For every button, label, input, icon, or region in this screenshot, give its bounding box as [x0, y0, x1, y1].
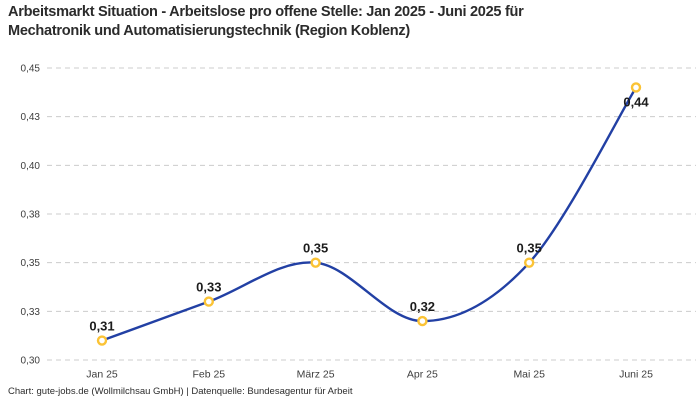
- x-axis-label: Jan 25: [86, 369, 118, 381]
- data-point-marker: [630, 82, 642, 93]
- x-axis-label: Juni 25: [619, 369, 653, 381]
- y-axis-tick-label: 0,45: [21, 64, 41, 75]
- chart-source-attribution: Chart: gute-jobs.de (Wollmilchsau GmbH) …: [8, 386, 353, 397]
- data-point-marker: [96, 335, 108, 346]
- data-point-marker: [203, 296, 215, 307]
- data-point-label: 0,35: [303, 241, 328, 256]
- y-axis-tick-label: 0,43: [21, 112, 41, 123]
- x-axis-label: März 25: [297, 369, 335, 381]
- data-point-label: 0,33: [196, 280, 221, 295]
- y-axis-tick-label: 0,33: [21, 307, 41, 318]
- data-point-label: 0,32: [410, 299, 435, 314]
- data-point-marker: [524, 257, 535, 268]
- x-axis-label: Feb 25: [192, 369, 225, 381]
- chart-title-line2: Mechatronik und Automatisierungstechnik …: [8, 21, 410, 39]
- data-point-label: 0,35: [517, 241, 542, 256]
- x-axis-label: Mai 25: [513, 369, 545, 381]
- y-axis-tick-label: 0,30: [21, 356, 41, 367]
- data-point-label: 0,44: [623, 94, 649, 109]
- y-axis-tick-label: 0,38: [21, 210, 41, 221]
- x-axis-label: Apr 25: [407, 369, 438, 381]
- data-point-label: 0,31: [89, 319, 114, 334]
- chart-title-line1: Arbeitsmarkt Situation - Arbeitslose pro…: [8, 3, 524, 20]
- data-point-marker: [310, 257, 321, 268]
- chart-title: Arbeitsmarkt Situation - Arbeitslose pro…: [8, 3, 524, 40]
- y-axis-tick-label: 0,35: [21, 258, 41, 269]
- y-axis-tick-label: 0,40: [21, 161, 41, 172]
- data-point-marker: [417, 315, 428, 327]
